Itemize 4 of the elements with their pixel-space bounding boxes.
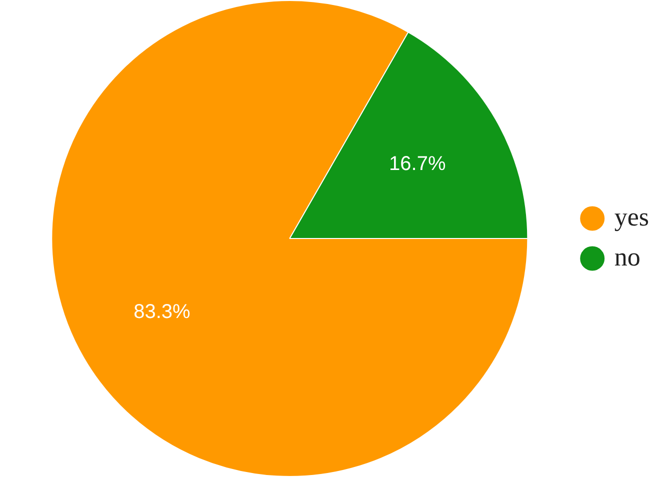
legend-label: yes — [614, 202, 650, 232]
data-label: 16.7% — [389, 153, 446, 176]
legend-label: no — [614, 242, 640, 272]
data-label: 83.3% — [134, 300, 191, 323]
